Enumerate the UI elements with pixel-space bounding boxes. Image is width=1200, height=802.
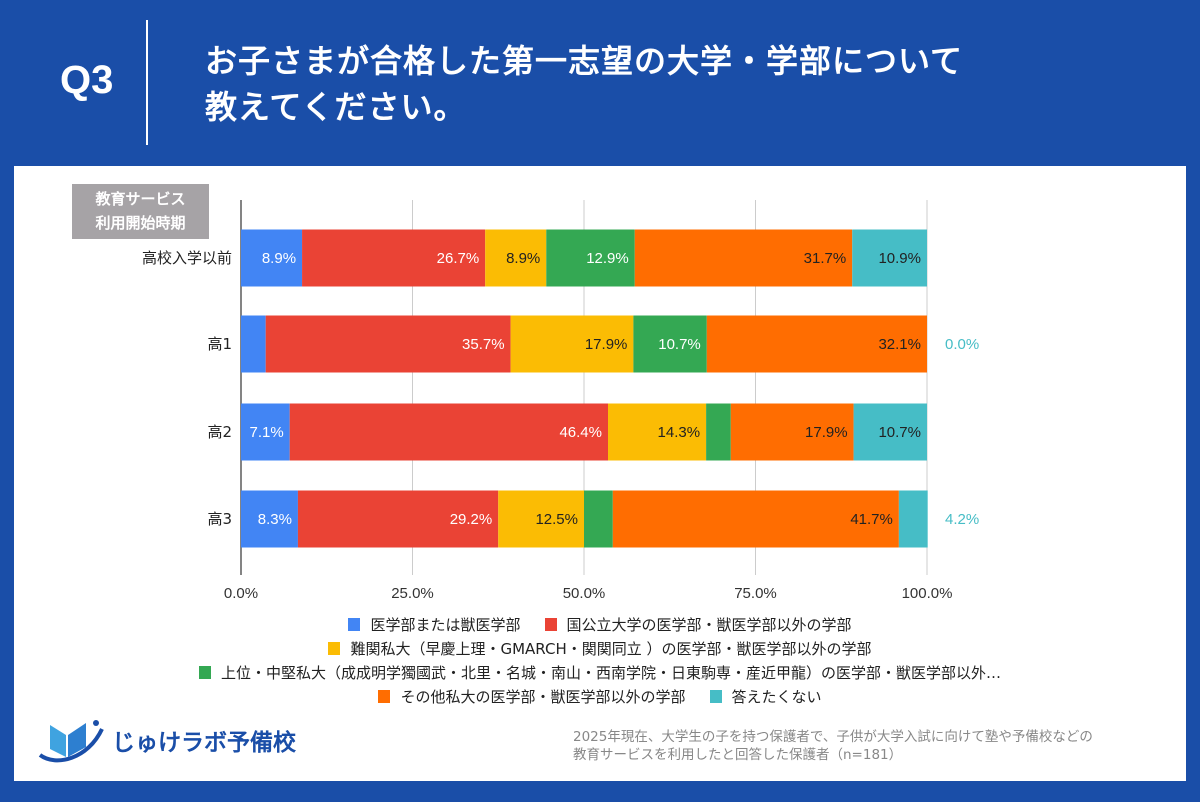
data-label: 8.3%	[258, 511, 292, 528]
data-label: 8.9%	[506, 250, 540, 267]
bar-segment	[302, 229, 486, 287]
data-label: 46.4%	[559, 424, 602, 441]
bar-segment	[241, 315, 266, 373]
bar-segment	[852, 229, 927, 287]
data-label: 10.7%	[878, 424, 921, 441]
x-tick-label: 0.0%	[224, 585, 258, 602]
legend-item: 医学部または獣医学部	[348, 614, 521, 635]
bar-segment	[241, 229, 303, 287]
bar-segment	[584, 490, 613, 548]
legend-swatch	[709, 689, 722, 703]
legend-swatch	[348, 617, 361, 631]
legend-label: その他私大の医学部・獣医学部以外の学部	[400, 687, 686, 706]
y-axis-title: 教育サービス 利用開始時期	[72, 184, 209, 239]
data-label: 41.7%	[850, 511, 893, 528]
bar-segment	[498, 490, 584, 548]
bar-segment	[510, 315, 634, 373]
bar-segment	[634, 229, 853, 287]
legend: 医学部または獣医学部 国公立大学の医学部・獣医学部以外の学部難関私大（早慶上理・G…	[60, 612, 1140, 708]
data-label: 14.3%	[658, 424, 701, 441]
question-title: お子さまが合格した第一志望の大学・学部について 教えてください。	[205, 38, 963, 130]
bar-segment	[485, 229, 547, 287]
y-axis-title-line-1: 教育サービス	[95, 190, 186, 208]
x-tick-label: 100.0%	[902, 585, 953, 602]
bar-segment	[612, 490, 899, 548]
survey-note: 2025年現在、大学生の子を持つ保護者で、子供が大学入試に向けて塾や予備校などの…	[573, 728, 1093, 764]
data-label: 12.5%	[535, 511, 578, 528]
bar-segment	[297, 490, 499, 548]
y-category-label: 高2	[207, 423, 232, 441]
bar-segment	[289, 403, 609, 461]
bar-segment	[853, 403, 927, 461]
data-label: 31.7%	[804, 250, 847, 267]
title-line-1: お子さまが合格した第一志望の大学・学部について	[205, 42, 964, 80]
bar-segment	[265, 315, 511, 373]
data-label: 10.7%	[658, 336, 701, 353]
bar-segment	[706, 403, 731, 461]
legend-swatch	[198, 665, 211, 679]
bar-segment	[546, 229, 635, 287]
legend-label: 国公立大学の医学部・獣医学部以外の学部	[566, 615, 852, 634]
x-tick-label: 75.0%	[734, 585, 777, 602]
y-category-label: 高校入学以前	[142, 249, 232, 267]
legend-item: その他私大の医学部・獣医学部以外の学部	[378, 686, 686, 707]
question-number: Q3	[60, 58, 114, 102]
legend-row: 上位・中堅私大（成成明学獨國武・北里・名城・南山・西南学院・日東駒専・産近甲龍）…	[60, 660, 1140, 684]
bar-segment	[608, 403, 707, 461]
title-line-2: 教えてください。	[205, 88, 467, 126]
legend-label: 医学部または獣医学部	[370, 615, 521, 634]
y-category-label: 高1	[207, 335, 232, 353]
data-label: 29.2%	[450, 511, 493, 528]
data-label: 0.0%	[945, 336, 979, 353]
y-category-label: 高3	[207, 510, 232, 528]
data-label: 17.9%	[585, 336, 628, 353]
bar-segment	[241, 403, 290, 461]
data-label: 26.7%	[437, 250, 480, 267]
logo-text: じゅけラボ予備校	[112, 730, 296, 756]
note-line-2: 教育サービスを利用したと回答した保護者（n=181）	[573, 747, 903, 763]
legend-label: 上位・中堅私大（成成明学獨國武・北里・名城・南山・西南学院・日東駒専・産近甲龍）…	[220, 663, 1001, 682]
data-label: 17.9%	[805, 424, 848, 441]
y-axis-title-line-2: 利用開始時期	[95, 214, 186, 232]
legend-row: 医学部または獣医学部 国公立大学の医学部・獣医学部以外の学部	[60, 612, 1140, 636]
bar-segment	[633, 315, 707, 373]
legend-item: 上位・中堅私大（成成明学獨國武・北里・名城・南山・西南学院・日東駒専・産近甲龍）…	[198, 662, 1001, 683]
legend-row: 難関私大（早慶上理・GMARCH・関関同立 ）の医学部・獣医学部以外の学部	[60, 636, 1140, 660]
x-tick-label: 50.0%	[563, 585, 606, 602]
data-label: 35.7%	[462, 336, 505, 353]
x-tick-label: 25.0%	[391, 585, 434, 602]
legend-swatch	[328, 641, 341, 655]
data-label: 4.2%	[945, 511, 979, 528]
bar-segment	[898, 490, 928, 548]
legend-label: 難関私大（早慶上理・GMARCH・関関同立 ）の医学部・獣医学部以外の学部	[350, 639, 872, 658]
data-label: 7.1%	[250, 424, 284, 441]
book-logo-icon	[38, 720, 104, 763]
bar-segment	[706, 315, 927, 373]
legend-swatch	[378, 689, 391, 703]
legend-label: 答えたくない	[731, 687, 822, 706]
legend-item: 難関私大（早慶上理・GMARCH・関関同立 ）の医学部・獣医学部以外の学部	[328, 638, 872, 659]
header-divider	[146, 20, 148, 145]
bar-segment	[241, 490, 298, 548]
logo: じゅけラボ予備校	[36, 715, 296, 765]
bar-segment	[730, 403, 854, 461]
data-label: 8.9%	[262, 250, 296, 267]
note-line-1: 2025年現在、大学生の子を持つ保護者で、子供が大学入試に向けて塾や予備校などの	[573, 729, 1093, 745]
legend-item: 答えたくない	[709, 686, 822, 707]
data-label: 10.9%	[878, 250, 921, 267]
legend-swatch	[544, 617, 557, 631]
legend-item: 国公立大学の医学部・獣医学部以外の学部	[544, 614, 852, 635]
data-label: 32.1%	[878, 336, 921, 353]
data-label: 12.9%	[586, 250, 629, 267]
legend-row: その他私大の医学部・獣医学部以外の学部 答えたくない	[60, 684, 1140, 708]
